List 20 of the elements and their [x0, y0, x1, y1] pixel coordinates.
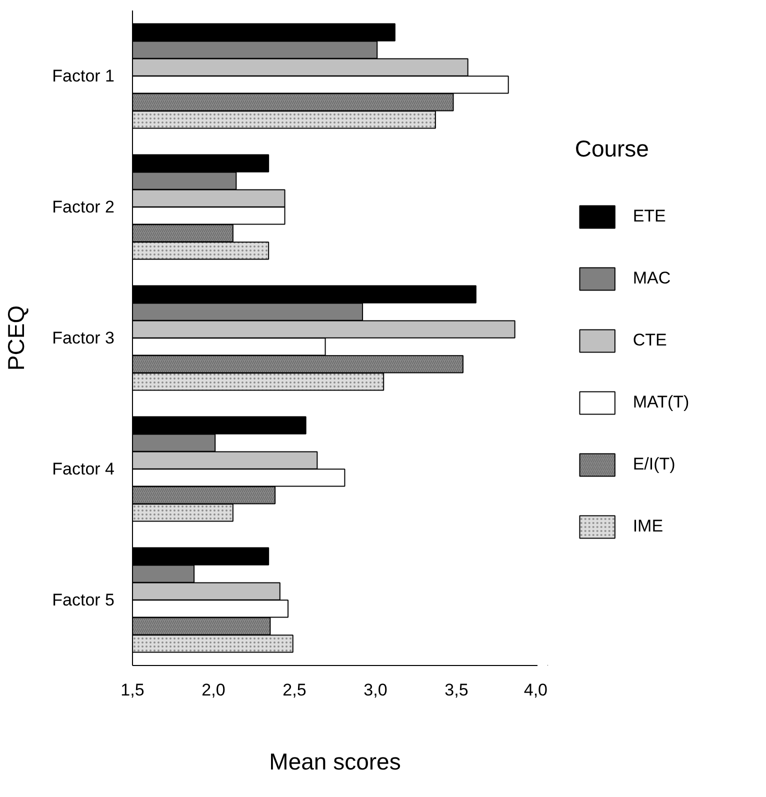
x-tick-label: 1,5 [120, 680, 144, 700]
y-axis-title: PCEQ [3, 305, 30, 371]
legend-label: ETE [632, 206, 666, 226]
y-tick-label: Factor 3 [52, 328, 115, 348]
legend-label: CTE [632, 330, 667, 350]
x-tick-label: 2,0 [202, 680, 226, 700]
x-tick-label: 3,5 [444, 680, 468, 700]
y-tick-label: Factor 1 [52, 66, 115, 86]
legend-label: E/I(T) [632, 454, 676, 474]
y-tick-label: Factor 4 [52, 460, 115, 478]
legend-title: Course [574, 135, 650, 162]
x-axis-title: Mean scores [269, 748, 401, 774]
legend-label: MAC [632, 268, 671, 288]
y-tick-label: Factor 2 [52, 198, 115, 216]
x-tick-label: 3,0 [364, 680, 388, 700]
legend-label: IME [632, 516, 664, 536]
y-tick-label: Factor 5 [52, 590, 115, 610]
x-tick-label: 4,0 [524, 680, 548, 700]
legend-label: MAT(T) [632, 392, 690, 412]
x-tick-label: 2,5 [282, 680, 306, 700]
